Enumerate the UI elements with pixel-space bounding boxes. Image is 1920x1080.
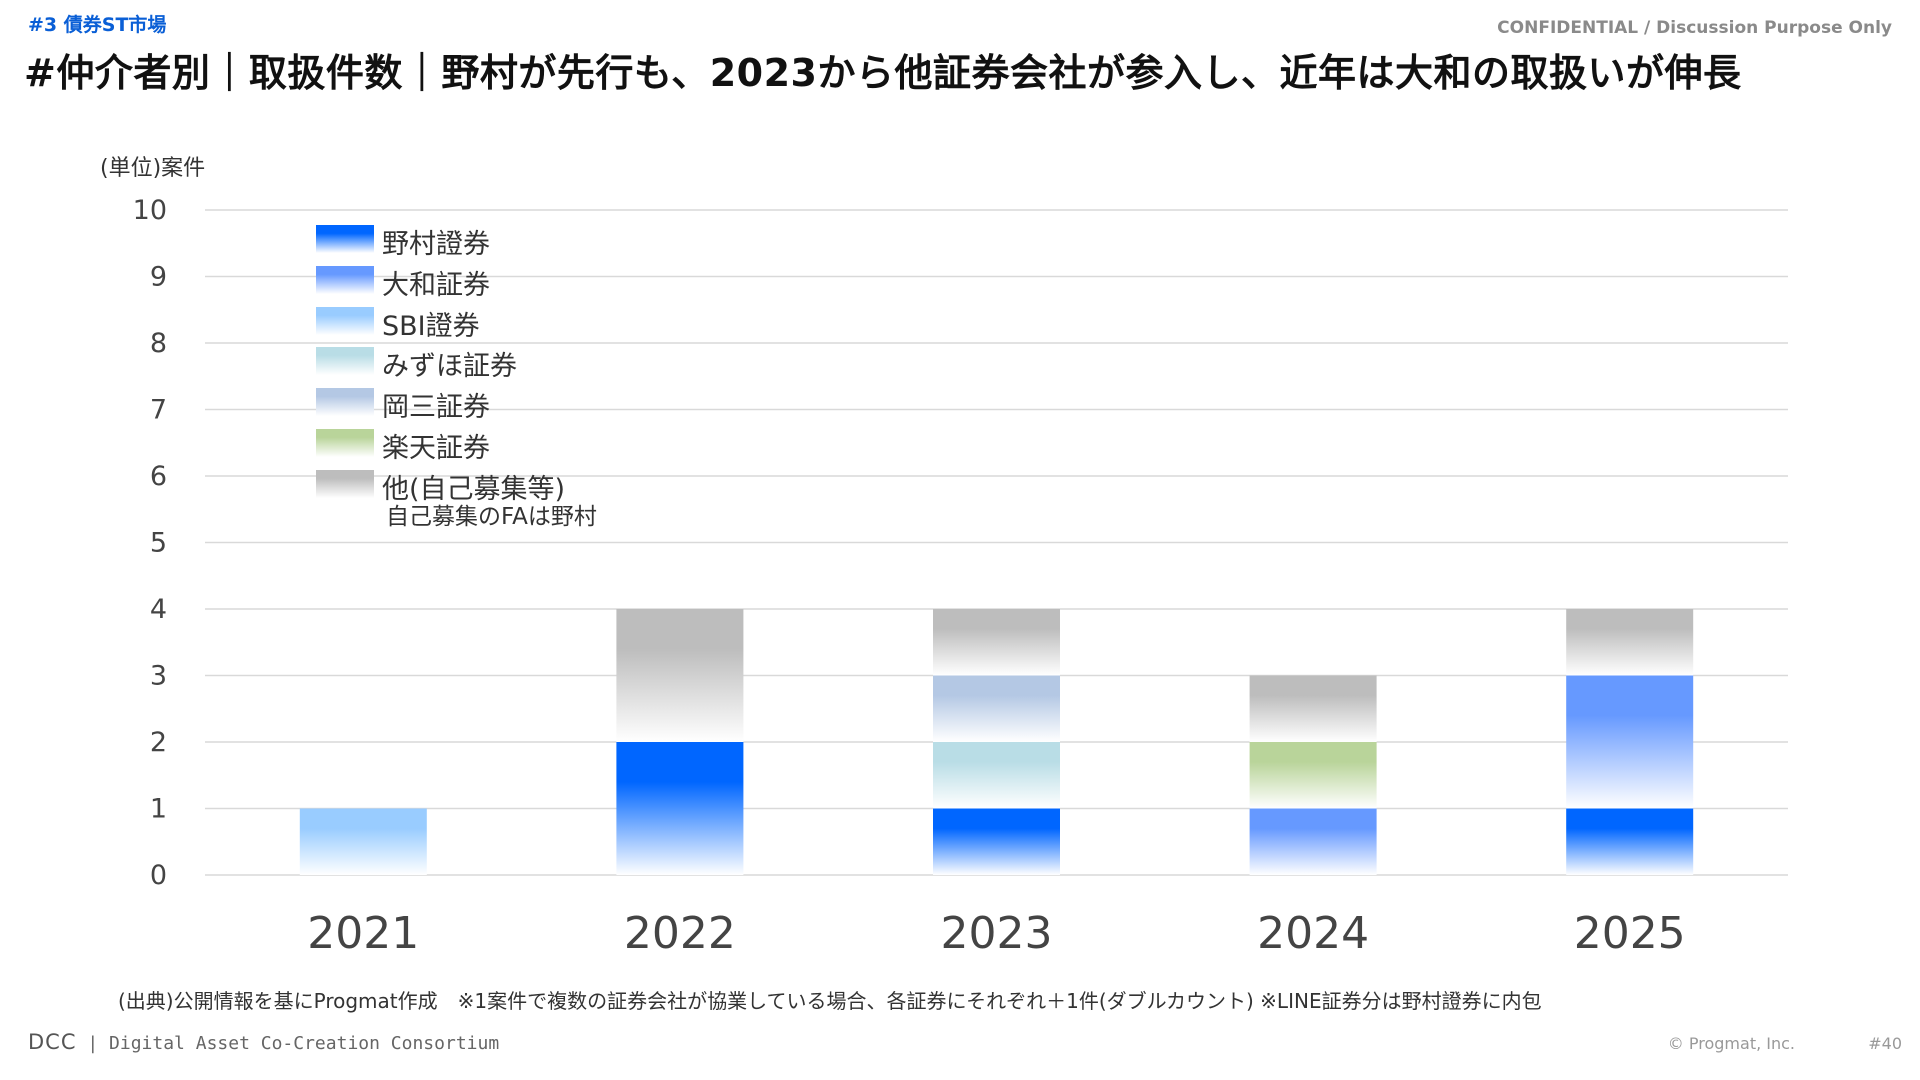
x-tick-label: 2023 <box>941 908 1053 959</box>
y-tick-label: 2 <box>150 727 167 758</box>
legend-swatch <box>316 470 374 498</box>
bar-segment <box>933 742 1060 809</box>
y-tick-label: 10 <box>133 195 167 226</box>
y-tick-label: 0 <box>150 860 167 891</box>
x-tick-label: 2021 <box>307 908 419 959</box>
legend-label: 大和証券 <box>382 270 490 301</box>
y-tick-label: 5 <box>150 528 167 559</box>
bar-segment <box>616 609 744 742</box>
bar-segment <box>616 742 744 875</box>
logo-text: Digital Asset Co-Creation Consortium <box>109 1033 500 1054</box>
legend-note: 自己募集のFAは野村 <box>386 504 597 530</box>
bar-segment <box>933 808 1060 875</box>
y-tick-label: 8 <box>150 328 167 359</box>
legend-label: 野村證券 <box>382 229 490 260</box>
y-tick-label: 1 <box>150 794 167 825</box>
legend-item: 他(自己募集等) <box>316 467 716 505</box>
legend-label: 楽天証券 <box>382 433 490 464</box>
y-tick-label: 3 <box>150 661 167 692</box>
page-number: #40 <box>1868 1034 1902 1053</box>
copyright: © Progmat, Inc. <box>1667 1034 1795 1053</box>
legend-label: みずほ証券 <box>382 351 517 382</box>
legend-swatch <box>316 429 374 457</box>
bar-segment <box>1566 609 1694 676</box>
source-note: (出典)公開情報を基にProgmat作成 ※1案件で複数の証券会社が協業している… <box>118 989 1542 1013</box>
bar-segment <box>1249 808 1377 875</box>
logo-dcc: DCC <box>28 1030 77 1054</box>
legend-item: 大和証券 <box>316 263 716 301</box>
legend-item: みずほ証券 <box>316 344 716 382</box>
bar-segment <box>299 808 427 875</box>
bar-segment <box>1249 742 1377 809</box>
y-tick-label: 7 <box>150 395 167 426</box>
legend-item: 岡三証券 <box>316 385 716 423</box>
bar-segment <box>1566 675 1694 809</box>
y-tick-label: 6 <box>150 461 167 492</box>
y-tick-label: 4 <box>150 594 167 625</box>
x-tick-label: 2025 <box>1574 908 1686 959</box>
bar-segment <box>933 675 1060 742</box>
stacked-bar-chart: 0 1 2 3 4 5 6 7 8 9 10 2021 2022 2023 2024 2025 <box>133 195 1788 959</box>
legend-label: SBI證券 <box>382 311 480 342</box>
legend-item: SBI證券 <box>316 304 716 342</box>
legend-swatch <box>316 225 374 253</box>
bar-segment <box>933 609 1060 676</box>
x-tick-label: 2022 <box>624 908 736 959</box>
bar-segment <box>1566 808 1694 875</box>
section-tag: #3 債券ST市場 <box>28 14 167 36</box>
unit-label: (単位)案件 <box>100 156 206 181</box>
confidential-label: CONFIDENTIAL / Discussion Purpose Only <box>1497 18 1892 38</box>
bar-segment <box>1249 675 1377 742</box>
x-tick-label: 2024 <box>1257 908 1369 959</box>
legend-swatch <box>316 307 374 335</box>
legend-swatch <box>316 266 374 294</box>
legend-label: 他(自己募集等) <box>382 474 566 505</box>
legend-item: 野村證券 <box>316 222 716 260</box>
page-title: #仲介者別｜取扱件数｜野村が先行も、2023から他証券会社が参入し、近年は大和の… <box>24 51 1742 95</box>
legend-swatch <box>316 388 374 416</box>
legend-swatch <box>316 347 374 375</box>
logo-divider: | <box>87 1033 99 1054</box>
footer-logo: DCC | Digital Asset Co-Creation Consorti… <box>28 1030 499 1054</box>
legend-item: 楽天証券 <box>316 426 716 464</box>
legend-label: 岡三証券 <box>382 392 490 423</box>
y-tick-label: 9 <box>150 262 167 293</box>
